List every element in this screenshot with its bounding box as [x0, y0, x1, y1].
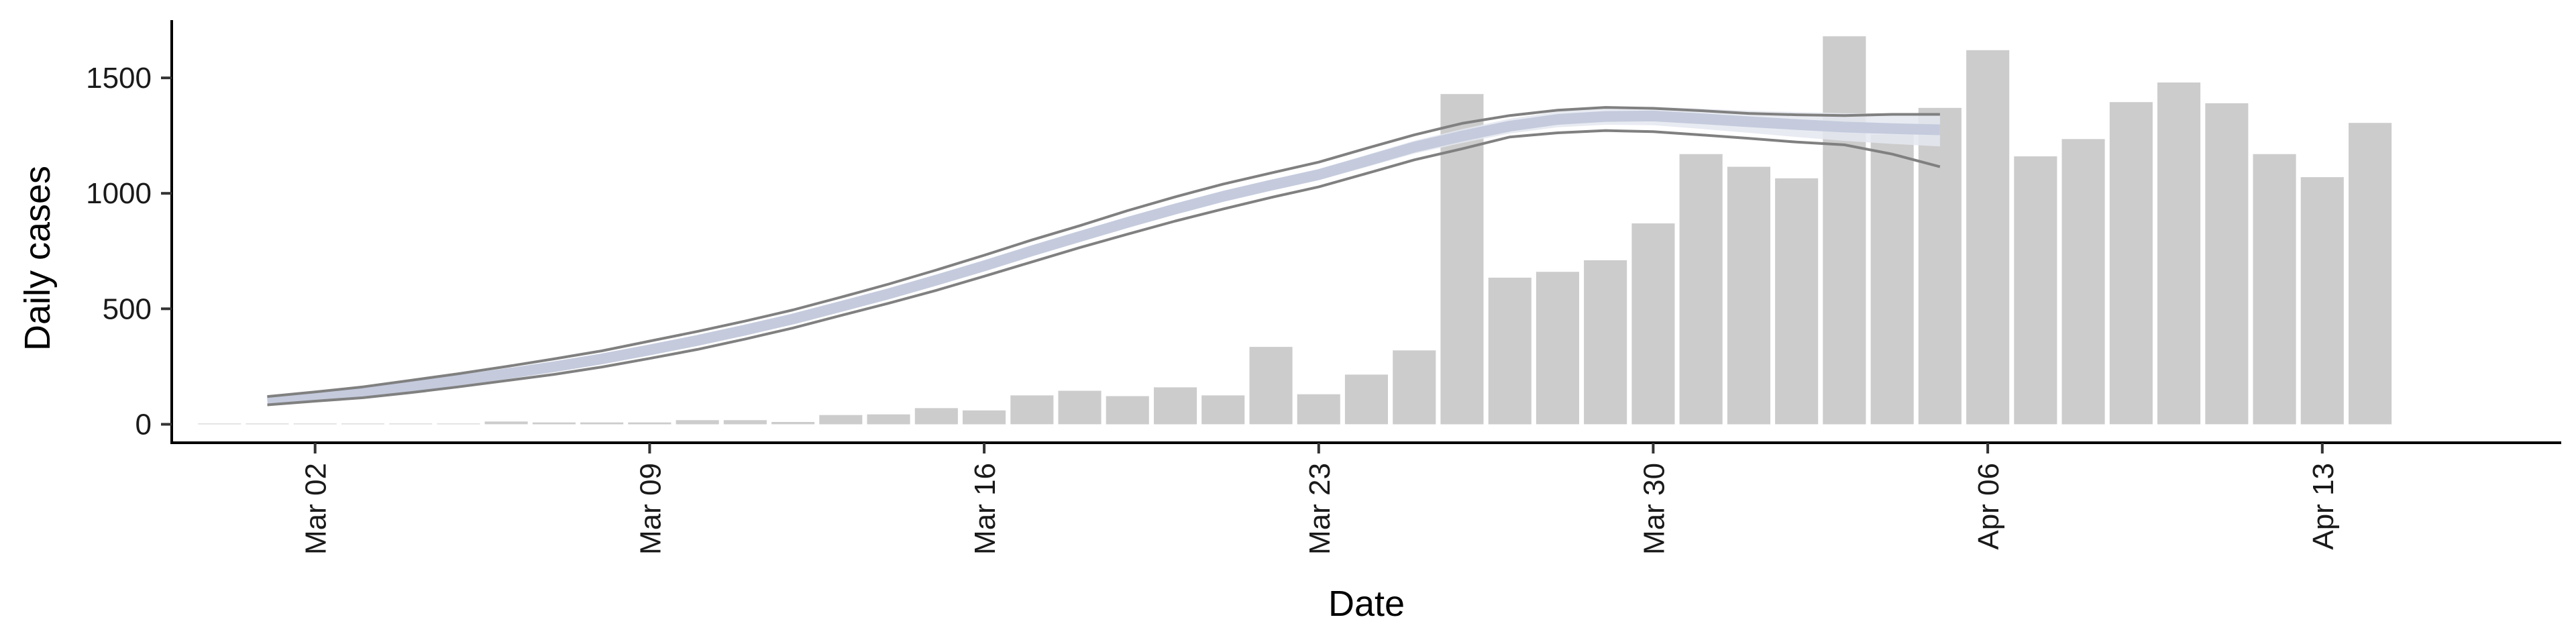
bar-2020-03-30: [1631, 223, 1675, 425]
x-tick-label: Mar 30: [1638, 463, 1670, 555]
bar-2020-02-29: [198, 423, 241, 425]
bar-2020-04-06: [1966, 50, 2010, 425]
bar-2020-03-13: [819, 415, 863, 425]
axes-layer: [170, 20, 2561, 444]
bar-2020-03-09: [628, 422, 672, 425]
bar-2020-04-04: [1870, 134, 1914, 425]
trend-upper-line: [267, 106, 1940, 398]
y-axis-title: Daily cases: [17, 166, 58, 351]
bar-2020-04-01: [1727, 166, 1770, 425]
bar-2020-03-01: [246, 423, 289, 425]
bar-2020-03-06: [484, 421, 528, 425]
trend-band-layer: [266, 107, 1941, 407]
bar-2020-04-09: [2109, 102, 2153, 425]
bar-2020-04-12: [2253, 154, 2296, 425]
y-tick-label: 0: [136, 409, 152, 441]
x-tick-label: Apr 13: [2307, 463, 2340, 550]
bar-2020-04-03: [1823, 36, 1866, 425]
y-tick-label: 1000: [86, 177, 152, 210]
trend-mean-ribbon: [266, 110, 1941, 407]
bar-2020-03-07: [532, 422, 576, 425]
bar-2020-03-28: [1536, 272, 1579, 425]
bar-2020-03-29: [1584, 260, 1627, 425]
x-tick-label: Mar 02: [300, 463, 333, 555]
x-tick-label: Apr 06: [1972, 463, 2005, 550]
bar-2020-03-17: [1010, 395, 1054, 425]
bar-2020-03-19: [1106, 396, 1149, 425]
y-tick-label: 1500: [86, 62, 152, 95]
bar-2020-04-08: [2061, 139, 2105, 425]
bar-2020-04-07: [2014, 156, 2057, 425]
bar-2020-03-22: [1249, 347, 1293, 425]
bar-2020-03-02: [293, 423, 337, 425]
x-axis-ticks: Mar 02 Mar 09 Mar 16 Mar 23 Mar 30 Apr 06 Apr …: [300, 443, 2340, 555]
bar-2020-03-16: [963, 410, 1006, 425]
bar-2020-03-10: [676, 420, 719, 425]
bar-2020-03-31: [1679, 154, 1723, 425]
bar-2020-04-02: [1775, 178, 1819, 425]
bar-2020-03-05: [437, 423, 480, 425]
bar-2020-03-18: [1058, 390, 1102, 425]
bar-2020-03-24: [1344, 374, 1388, 425]
bar-2020-03-20: [1154, 387, 1197, 425]
x-tick-label: Mar 16: [969, 463, 1002, 555]
bar-2020-04-11: [2205, 103, 2249, 425]
bar-2020-03-12: [771, 422, 815, 425]
bar-2020-03-23: [1297, 394, 1340, 425]
bar-2020-03-25: [1393, 350, 1436, 425]
bar-2020-03-08: [580, 422, 624, 425]
bar-2020-03-15: [914, 408, 958, 425]
bar-2020-03-14: [867, 414, 910, 425]
x-tick-label: Mar 09: [634, 463, 667, 555]
x-tick-label: Mar 23: [1303, 463, 1336, 555]
bar-2020-04-13: [2300, 177, 2344, 425]
y-tick-label: 500: [103, 292, 152, 325]
x-axis-title: Date: [1328, 584, 1405, 624]
bar-2020-03-04: [389, 423, 433, 425]
bar-2020-03-21: [1201, 395, 1245, 425]
bar-2020-03-27: [1488, 277, 1532, 425]
bars-layer: [198, 36, 2392, 425]
trend-lines-layer: [267, 106, 1941, 407]
bar-2020-04-10: [2157, 83, 2201, 425]
y-axis-ticks: 0 500 1000 1500: [86, 62, 172, 441]
trend-lower-line: [267, 129, 1941, 407]
bar-2020-04-14: [2349, 123, 2392, 425]
bar-2020-03-11: [723, 420, 767, 425]
bar-2020-04-05: [1918, 107, 1962, 425]
bar-2020-03-03: [341, 423, 384, 425]
